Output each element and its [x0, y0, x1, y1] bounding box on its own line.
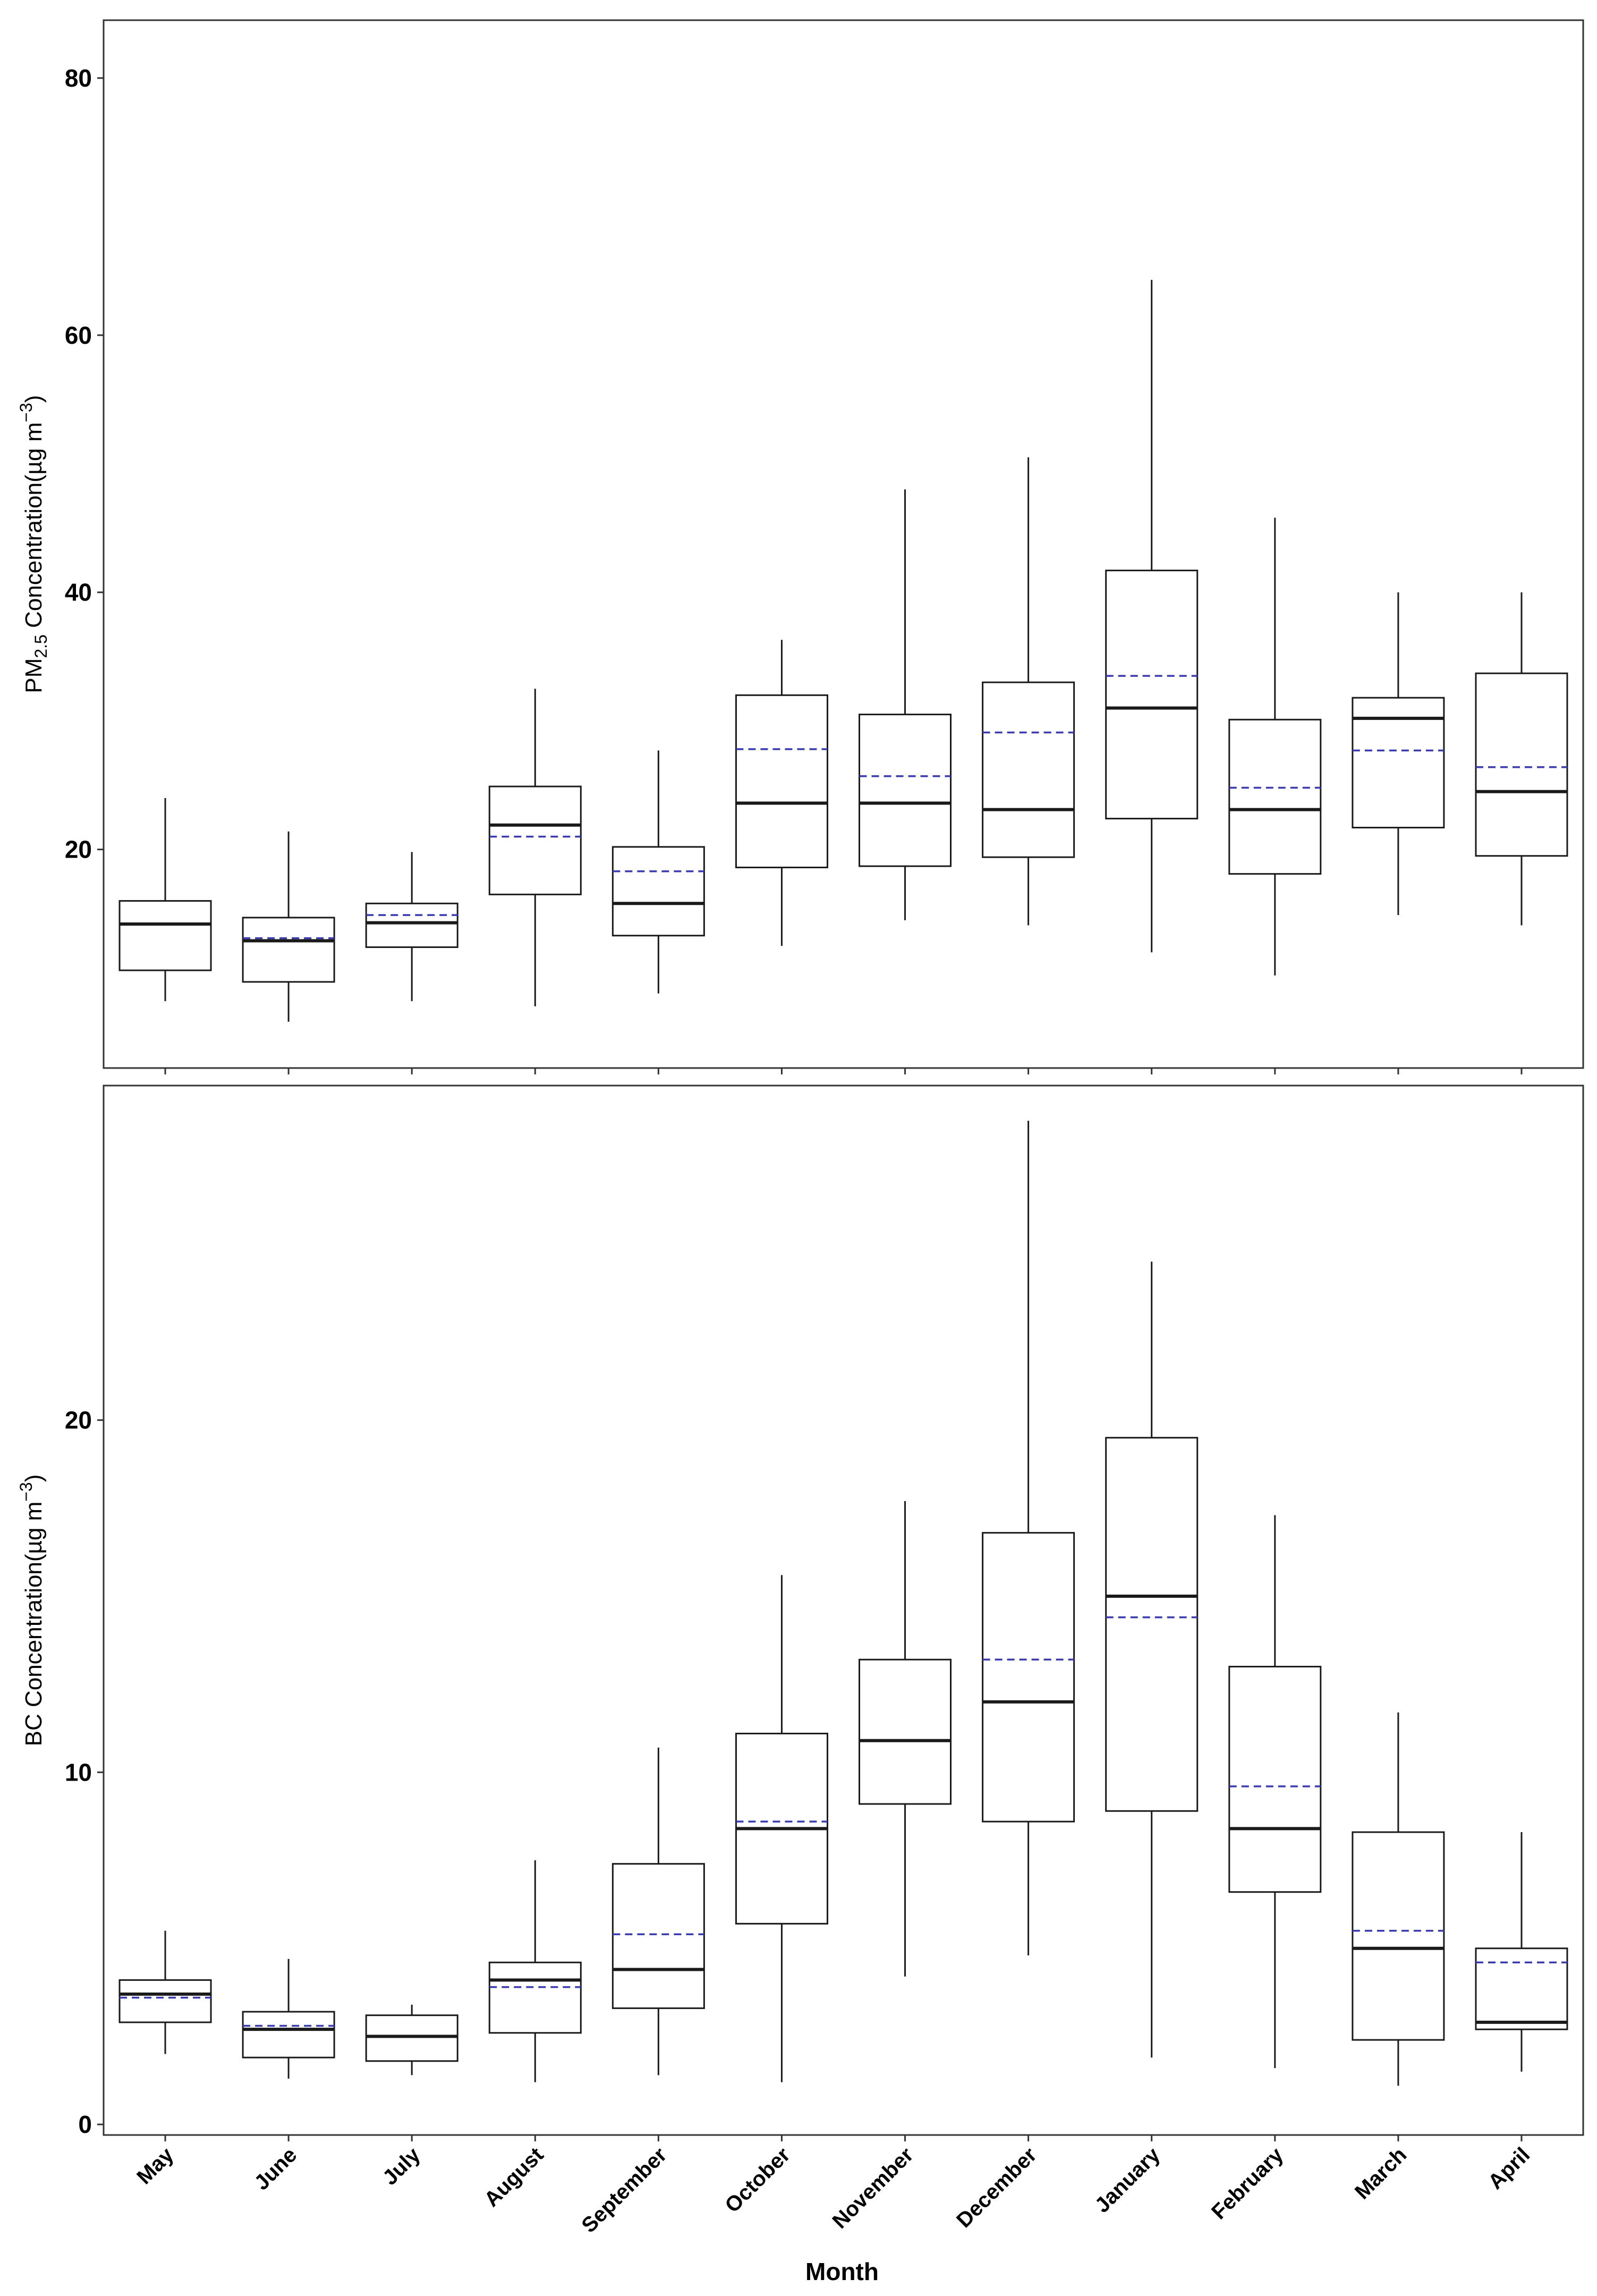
pm25-y-tick-label-40: 40: [65, 579, 92, 606]
pm25-box-march: [1352, 592, 1445, 916]
bc-iqr-december: [982, 1532, 1075, 1823]
x-tick-label-december: December: [952, 2143, 1041, 2232]
bc-iqr-september: [611, 1863, 705, 2009]
x-tick-label-august: August: [480, 2143, 548, 2212]
pm25-iqr-december: [982, 681, 1075, 858]
bc-box-january: [1105, 1261, 1199, 2058]
pm25-box-february: [1228, 518, 1322, 976]
pm25-box-may: [118, 798, 212, 1002]
bc-plot-frame: [103, 1085, 1584, 2136]
bc-iqr-may: [118, 1979, 212, 2023]
bc-iqr-june: [242, 2011, 335, 2058]
pm25-iqr-july: [365, 902, 458, 948]
x-tick-label-march: March: [1350, 2143, 1411, 2204]
pm25-y-tick-label-20: 20: [65, 836, 92, 863]
pm25-iqr-april: [1475, 672, 1568, 857]
pm25-y-tick-label-80: 80: [65, 64, 92, 92]
x-tick-label-november: November: [828, 2143, 918, 2233]
bc-box-november: [859, 1501, 952, 1977]
x-tick-label-january: January: [1090, 2143, 1165, 2217]
bc-box-april: [1475, 1832, 1568, 2072]
bc-y-tick-label-0: 0: [78, 2111, 92, 2138]
bc-iqr-january: [1105, 1437, 1199, 1812]
bc-y-axis-title: BC Concentration(µg m−3): [16, 1475, 47, 1747]
pm25-box-october: [735, 640, 828, 946]
bc-box-march: [1352, 1712, 1445, 2086]
bc-box-july: [365, 2004, 458, 2075]
bc-y-tick-label-10: 10: [65, 1758, 92, 1786]
x-tick-label-april: April: [1484, 2143, 1535, 2194]
pm25-iqr-october: [735, 694, 828, 869]
pm25-iqr-february: [1228, 718, 1322, 875]
bc-box-february: [1228, 1515, 1322, 2069]
pm25-y-axis-title: PM2.5 Concentration(µg m−3): [16, 395, 50, 693]
bc-box-september: [611, 1747, 705, 2075]
bc-y-tick-label-20: 20: [65, 1407, 92, 1434]
pm25-iqr-may: [118, 900, 212, 971]
pm25-iqr-january: [1105, 570, 1199, 820]
bc-box-december: [982, 1121, 1075, 1955]
x-tick-label-may: May: [132, 2143, 179, 2189]
bc-iqr-march: [1352, 1831, 1445, 2041]
pm25-plot-frame: [103, 19, 1584, 1069]
pm25-panel: 20 40 60 80 PM2.5 Concentration(µg m−3): [16, 19, 1584, 1074]
x-tick-label-february: February: [1207, 2143, 1288, 2224]
pm25-iqr-november: [859, 714, 952, 867]
x-tick-label-october: October: [720, 2143, 795, 2217]
bc-panel: 0 10 20 May June July August September October No…: [16, 1085, 1584, 2238]
pm25-box-november: [859, 489, 952, 920]
bc-box-may: [118, 1930, 212, 2054]
pm25-iqr-june: [242, 917, 335, 983]
bc-iqr-november: [859, 1658, 952, 1805]
x-axis-title: Month: [805, 2258, 879, 2285]
pm25-box-september: [611, 750, 705, 994]
pm25-box-august: [488, 689, 582, 1006]
pm25-box-january: [1105, 279, 1199, 953]
x-tick-label-june: June: [250, 2143, 301, 2195]
bc-iqr-july: [365, 2014, 458, 2062]
bc-box-october: [735, 1575, 828, 2082]
pm25-box-april: [1475, 592, 1568, 926]
x-tick-label-july: July: [378, 2143, 425, 2190]
pm25-box-june: [242, 831, 335, 1022]
pm25-box-december: [982, 457, 1075, 926]
pm25-iqr-august: [488, 785, 582, 895]
bc-iqr-february: [1228, 1666, 1322, 1893]
bc-box-august: [488, 1860, 582, 2082]
pm25-iqr-september: [611, 846, 705, 937]
bc-box-june: [242, 1959, 335, 2079]
bc-iqr-april: [1475, 1947, 1568, 2030]
x-tick-label-september: September: [577, 2143, 671, 2237]
pm25-y-tick-label-60: 60: [65, 321, 92, 349]
pm25-box-july: [365, 852, 458, 1002]
bc-iqr-august: [488, 1961, 582, 2034]
